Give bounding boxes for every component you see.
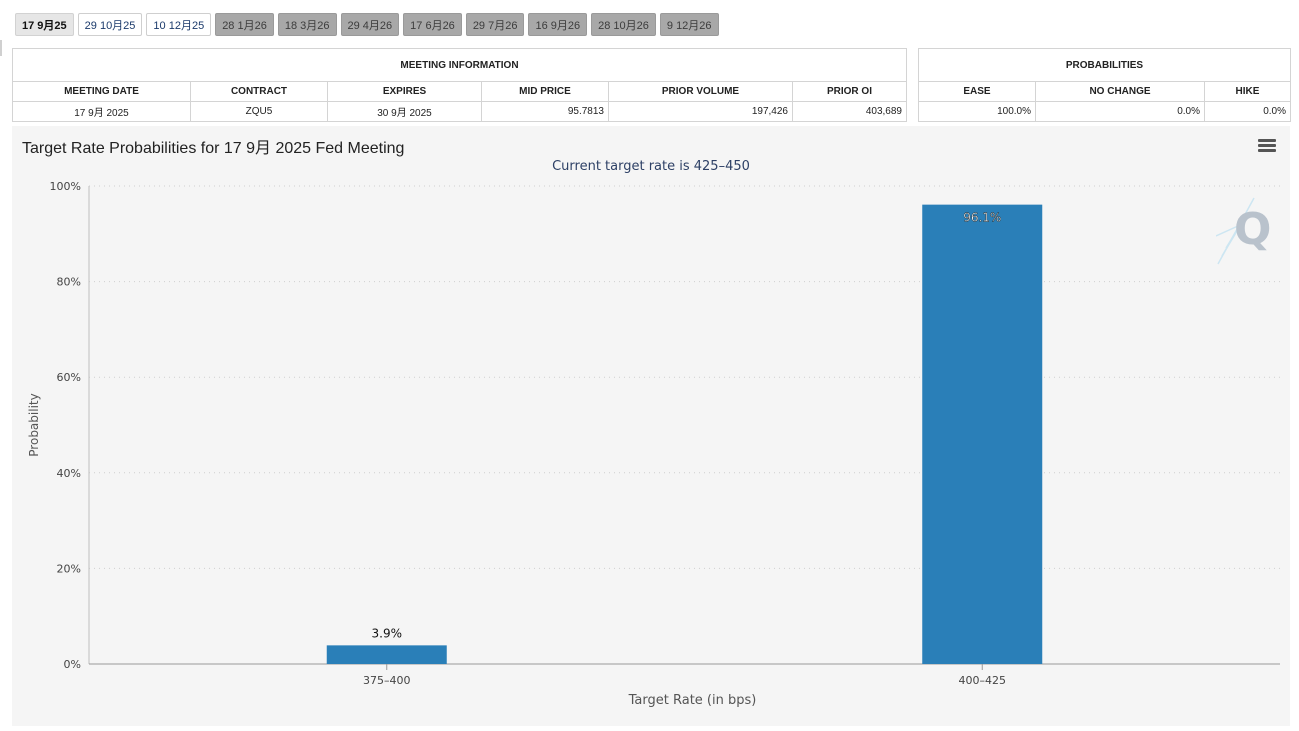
table-row: 100.0% 0.0% 0.0% — [918, 101, 1291, 122]
meeting-date-value: 17 9月 2025 — [12, 101, 191, 122]
col-hike: HIKE — [1204, 81, 1291, 102]
hike-value: 0.0% — [1204, 101, 1291, 122]
bar — [326, 645, 447, 664]
no-change-value: 0.0% — [1035, 101, 1205, 122]
y-tick-label: 20% — [57, 562, 81, 575]
tab-meeting-9[interactable]: 28 10月26 — [591, 13, 656, 36]
tab-meeting-4[interactable]: 18 3月26 — [277, 13, 337, 36]
tab-meeting-3[interactable]: 28 1月26 — [215, 13, 274, 36]
chart-panel: 0% 20% 40% 60% 80% 100% 375–400 3.9% 400–425 96.1… — [12, 126, 1290, 726]
col-no-change: NO CHANGE — [1035, 81, 1205, 102]
tab-meeting-8[interactable]: 16 9月26 — [528, 13, 588, 36]
y-tick-label: 60% — [57, 371, 81, 384]
col-prior-volume: PRIOR VOLUME — [608, 81, 793, 102]
x-tick-label: 400–425 — [959, 674, 1007, 687]
chart-subtitle: Current target rate is 425–450 — [552, 159, 750, 174]
tab-meeting-2[interactable]: 10 12月25 — [146, 13, 212, 36]
col-contract: CONTRACT — [190, 81, 328, 102]
chart-title: Target Rate Probabilities for 17 9月 2025… — [22, 140, 405, 157]
probabilities-table: PROBABILITIES EASE NO CHANGE HIKE 100.0%… — [918, 48, 1291, 122]
col-meeting-date: MEETING DATE — [12, 81, 191, 102]
x-axis-title: Target Rate (in bps) — [628, 693, 757, 708]
tab-meeting-10[interactable]: 9 12月26 — [659, 13, 719, 36]
logo-lines-icon — [1216, 197, 1255, 265]
left-edge-marker — [0, 40, 2, 56]
tab-meeting-5[interactable]: 29 4月26 — [340, 13, 400, 36]
mid-price-value: 95.7813 — [481, 101, 609, 122]
y-axis-title: Probability — [27, 393, 41, 456]
tab-meeting-6[interactable]: 17 6月26 — [403, 13, 462, 36]
y-tick-label: 80% — [57, 276, 81, 289]
prior-volume-value: 197,426 — [608, 101, 793, 122]
tab-meeting-0[interactable]: 17 9月25 — [15, 13, 74, 36]
col-expires: EXPIRES — [327, 81, 482, 102]
quikstrike-q-logo-icon: Q — [1234, 204, 1272, 255]
col-prior-oi: PRIOR OI — [792, 81, 907, 102]
col-mid-price: MID PRICE — [481, 81, 609, 102]
tab-meeting-7[interactable]: 29 7月26 — [465, 13, 525, 36]
table-row: 17 9月 2025 ZQU5 30 9月 2025 95.7813 197,4… — [12, 101, 907, 122]
probability-chart: 0% 20% 40% 60% 80% 100% 375–400 3.9% 400–425 96.1… — [27, 180, 1280, 708]
y-tick-label: 0% — [64, 658, 81, 671]
x-tick-label: 375–400 — [363, 674, 411, 687]
data-label: 96.1% — [963, 211, 1001, 225]
data-label: 3.9% — [372, 626, 403, 640]
prior-oi-value: 403,689 — [792, 101, 907, 122]
contract-value: ZQU5 — [190, 101, 328, 122]
tab-meeting-1[interactable]: 29 10月25 — [77, 13, 143, 36]
hamburger-menu-icon[interactable] — [1258, 139, 1276, 153]
meeting-information-header: MEETING INFORMATION — [12, 48, 907, 82]
meeting-information-table: MEETING INFORMATION MEETING DATE CONTRAC… — [12, 48, 907, 122]
probabilities-header: PROBABILITIES — [918, 48, 1291, 82]
y-tick-label: 100% — [50, 180, 81, 193]
y-tick-label: 40% — [57, 467, 81, 480]
bar — [922, 204, 1043, 664]
expires-value: 30 9月 2025 — [327, 101, 482, 122]
ease-value: 100.0% — [918, 101, 1036, 122]
col-ease: EASE — [918, 81, 1036, 102]
meeting-tabs: 17 9月25 29 10月25 10 12月25 28 1月26 18 3月26 29 … — [15, 13, 719, 36]
